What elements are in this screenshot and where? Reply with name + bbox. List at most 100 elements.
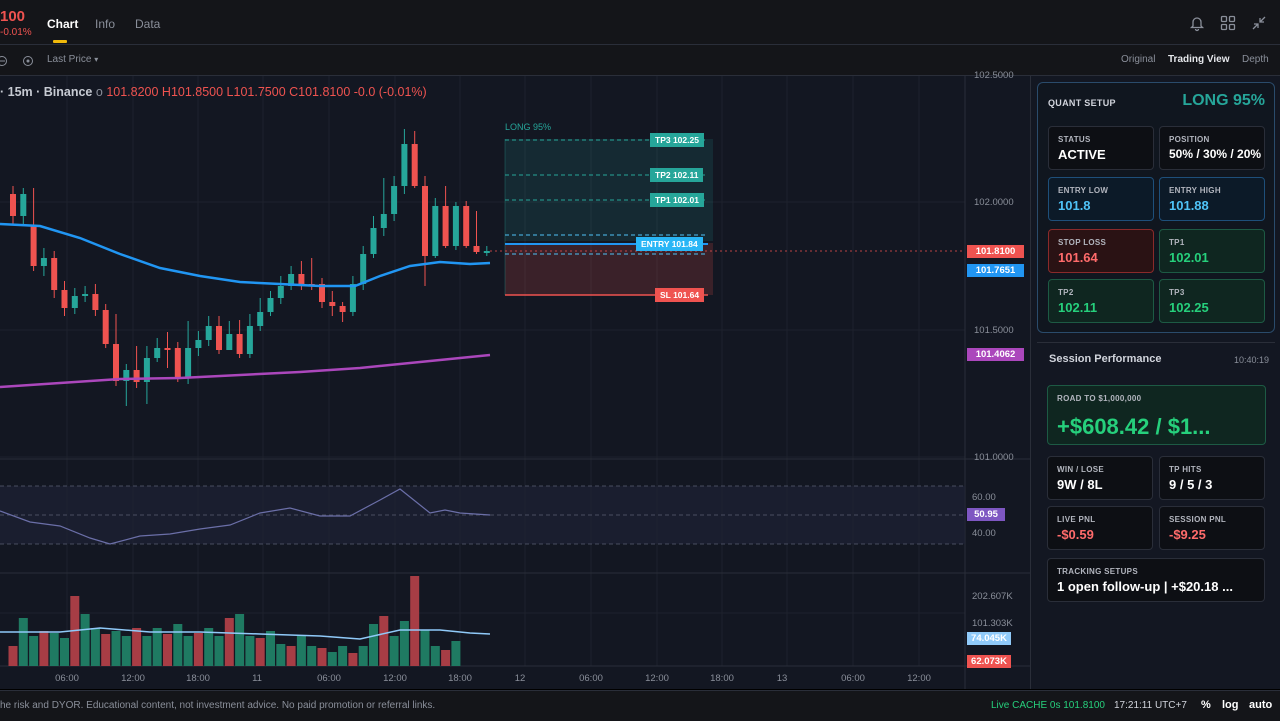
price-chart-canvas[interactable] [0,76,1030,689]
active-tab-indicator [53,40,67,43]
price-axis-label: 101.0000 [974,452,1014,463]
candle-body [298,274,305,284]
price-axis-label: 101.5000 [974,325,1014,336]
volume-bar [276,644,286,666]
stop-loss-label: STOP LOSS [1058,238,1107,247]
ma-slow-tag: 101.4062 [967,348,1024,361]
tp2-value: 102.11 [1058,300,1098,315]
ohlc-legend: · 15m · Binance o 101.8200 H101.8500 L10… [0,85,427,99]
candle-body [92,294,99,310]
time-axis-label: 11 [252,673,262,684]
log-scale-toggle[interactable]: log [1222,699,1239,711]
tab-chart[interactable]: Chart [47,17,79,31]
volume-bar [173,624,183,666]
volume-bar [296,636,306,666]
candle-body [422,186,428,256]
session-pnl-value: -$9.25 [1169,527,1206,542]
entry-high-value: 101.88 [1169,198,1209,213]
time-axis-label: 12:00 [121,673,145,684]
candle-body [473,246,480,252]
session-pnl-card: SESSION PNL -$9.25 [1159,506,1265,550]
quant-setup-card: QUANT SETUP LONG 95% STATUS ACTIVE POSIT… [1037,82,1275,333]
volume-bar [101,634,111,666]
volume-bar [358,646,368,666]
candle-body [401,144,408,186]
volume-bar [121,636,131,666]
entry-low-card: ENTRY LOW 101.8 [1048,177,1154,221]
candle-body [30,226,37,266]
status-bar: he risk and DYOR. Educational content, n… [0,690,1280,721]
ma-fast-tag: 101.7651 [967,264,1024,277]
tp2-label: TP2 102.11 [650,168,704,182]
collapse-icon[interactable] [1250,14,1268,32]
entry-high-card: ENTRY HIGH 101.88 [1159,177,1265,221]
volume-bar [204,628,214,666]
candle-body [113,344,119,381]
volume-bar [245,636,255,666]
volume-tag: 62.073K [967,655,1011,668]
volume-bar [224,618,234,666]
bell-icon[interactable] [1188,14,1206,32]
volume-bar [327,652,337,666]
volume-bar [193,633,203,666]
tp-hits-value: 9 / 5 / 3 [1169,477,1213,492]
candle-body [463,206,470,246]
volume-bar [451,641,461,666]
candle-body [329,302,336,306]
view-depth[interactable]: Depth [1242,54,1269,65]
volume-bar [266,631,275,666]
tab-data[interactable]: Data [135,17,161,31]
tp1-label: TP1 102.01 [650,193,704,207]
auto-scale-toggle[interactable]: auto [1249,699,1273,711]
position-card: POSITION 50% / 30% / 20% [1159,126,1265,170]
settings-icon[interactable] [22,54,34,72]
volume-bar [18,618,28,666]
candle-body [257,312,264,326]
win-lose-label: WIN / LOSE [1057,465,1104,474]
status-value: ACTIVE [1058,147,1106,162]
candle-body [226,334,233,350]
chart-area[interactable]: · 15m · Binance o 101.8200 H101.8500 L10… [0,70,1030,689]
candlestick-series [10,129,490,406]
crosshair-icon[interactable] [0,54,8,72]
percent-scale-toggle[interactable]: % [1201,699,1211,711]
candle-body [133,370,140,382]
candle-body [442,206,449,246]
volume-axis-label: 202.607K [972,591,1013,602]
candle-body [123,370,130,381]
view-original[interactable]: Original [1121,54,1156,65]
volume-ma-tag: 74.045K [967,632,1011,645]
layout-grid-icon[interactable] [1219,14,1237,32]
candle-body [339,306,346,312]
candle-body [164,348,171,350]
symbol-interval: · 15m · Binance [0,85,93,99]
status-card: STATUS ACTIVE [1048,126,1154,170]
live-cache-status: Live CACHE 0s 101.8100 [991,700,1105,711]
volume-bar [80,614,90,666]
price-type-select[interactable]: Last Price ▾ [47,54,98,65]
side-panel: QUANT SETUP LONG 95% STATUS ACTIVE POSIT… [1030,76,1280,689]
view-trading-view[interactable]: Trading View [1168,54,1230,65]
position-value: 50% / 30% / 20% [1169,147,1262,161]
candle-body [71,296,78,308]
candle-body [267,298,274,312]
candle-body [10,194,16,216]
volume-bar [441,650,451,666]
volume-bar [214,636,224,666]
session-time: 10:40:19 [1233,355,1269,365]
candle-body [349,284,356,312]
tracking-value: 1 open follow-up | +$20.18 ... [1057,579,1233,594]
stop-loss-card: STOP LOSS 101.64 [1048,229,1154,273]
tp-hits-card: TP HITS 9 / 5 / 3 [1159,456,1265,500]
candle-body [288,274,295,286]
tp-hits-label: TP HITS [1169,465,1202,474]
tab-info[interactable]: Info [95,17,116,31]
candle-body [236,334,243,354]
volume-bar [286,646,296,666]
time-axis-label: 13 [776,673,788,684]
candle-body [102,310,109,344]
candle-body [185,348,192,378]
take-profit-zone [505,139,713,241]
candle-body [277,286,284,298]
time-axis-label: 12:00 [383,673,407,684]
